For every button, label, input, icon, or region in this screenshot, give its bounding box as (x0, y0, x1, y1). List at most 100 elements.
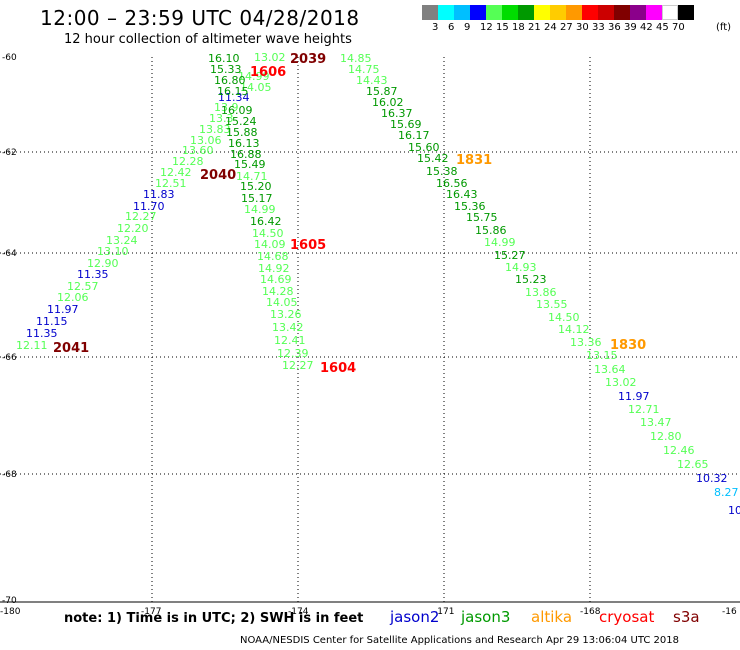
legend-label: 3 (432, 22, 439, 33)
longitude-label: -174 (288, 607, 309, 617)
swh-reading: 14.99 (238, 70, 270, 83)
pass-time-label: 2041 (53, 341, 89, 356)
legend-swatch (422, 5, 438, 20)
swh-reading: 11.15 (36, 315, 68, 328)
swh-reading: 12.39 (277, 347, 309, 360)
legend-swatch (518, 5, 534, 20)
swh-reading: 16.43 (446, 188, 478, 201)
legend-label: 24 (544, 22, 557, 33)
swh-reading: 13.3 (209, 112, 234, 125)
latitude-label: -62 (2, 148, 17, 158)
legend-label: 30 (576, 22, 589, 33)
time-labels: 2039 1606 2040 1605 1831 2041 1604 1830 (53, 52, 646, 376)
swh-reading: 14.92 (258, 262, 290, 275)
swh-reading: 16.02 (372, 96, 404, 109)
swh-reading: 10 (728, 504, 740, 517)
legend-swatch (502, 5, 518, 20)
legend-swatch (454, 5, 470, 20)
swh-reading: 16.56 (436, 177, 468, 190)
swh-reading: 15.86 (475, 224, 507, 237)
pass-time-label: 1604 (320, 361, 356, 376)
swh-reading: 13.9 (214, 101, 239, 114)
swh-reading: 16.10 (208, 52, 240, 65)
swh-reading: 15.87 (366, 85, 398, 98)
pass-time-label: 2040 (200, 168, 236, 183)
swh-reading: 14.12 (558, 323, 590, 336)
swh-reading: 12.57 (67, 280, 99, 293)
swh-reading: 13.10 (97, 245, 129, 258)
swh-reading: 14.05 (240, 81, 272, 94)
pass-time-label: 1831 (456, 153, 492, 168)
swh-reading: 14.05 (266, 296, 298, 309)
pass-time-label: 1830 (610, 338, 646, 353)
legend-label: 18 (512, 22, 525, 33)
swh-reading: 16.15 (217, 85, 249, 98)
swh-reading: 14.75 (348, 63, 380, 76)
swh-reading: 15.42 (417, 152, 449, 165)
pass-time-label: 1605 (290, 238, 326, 253)
swh-reading: 12.11 (16, 339, 48, 352)
legend-altika: altika (531, 608, 573, 626)
swh-reading: 13.15 (586, 349, 618, 362)
swh-reading: 14.99 (484, 236, 516, 249)
swh-reading: 15.88 (226, 126, 258, 139)
swh-reading: 13.55 (536, 298, 568, 311)
legend-swatch (678, 5, 694, 20)
swh-reading: 13.02 (254, 51, 286, 64)
swh-reading: 15.69 (390, 118, 422, 131)
map-grid (0, 57, 740, 603)
swh-reading: 13.36 (570, 336, 602, 349)
altika-track: 14.8514.7514.4315.8716.0216.3715.6916.17… (340, 52, 740, 517)
swh-reading: 14.99 (244, 203, 276, 216)
swh-reading: 13.02 (605, 376, 637, 389)
legend-label: 9 (464, 22, 471, 33)
legend-swatch (598, 5, 614, 20)
swh-reading: 12.06 (57, 291, 89, 304)
legend-swatch (438, 5, 454, 20)
axis-labels: -60 -62 -64 -66 -68 -70-180 -177 -174 -171 -168 -1… (0, 53, 737, 617)
swh-reading: 13.26 (270, 308, 302, 321)
swh-reading: 14.28 (262, 285, 294, 298)
swh-reading: 14.85 (340, 52, 372, 65)
legend-swatch (662, 5, 678, 20)
swh-reading: 15.20 (240, 180, 272, 193)
latitude-label: -68 (2, 470, 17, 480)
legend-label: 33 (592, 22, 605, 33)
swh-reading: 16.09 (221, 104, 253, 117)
swh-reading: 12.71 (628, 403, 660, 416)
swh-reading: 13.06 (190, 134, 222, 147)
legend-swatch (582, 5, 598, 20)
latitude-label: -66 (2, 353, 17, 363)
pass-time-label: 1606 (250, 65, 286, 80)
legend-label: 39 (624, 22, 637, 33)
longitude-label: -177 (141, 607, 161, 617)
legend-label: 27 (560, 22, 573, 33)
color-scale-labels: 3 6 9 12 15 18 21 24 27 30 33 36 39 42 45 70 (ft) (0, 22, 740, 34)
swh-reading: 10.32 (696, 472, 728, 485)
page-title: 12:00 – 23:59 UTC 04/28/2018 (40, 6, 360, 30)
swh-reading: 11.97 (47, 303, 79, 316)
swh-reading: 12.28 (172, 155, 204, 168)
swh-reading: 16.80 (214, 74, 246, 87)
legend-jason2: jason2 (390, 608, 440, 626)
swh-reading: 11.34 (218, 91, 250, 104)
swh-reading: 12.42 (160, 166, 192, 179)
legend-swatch (486, 5, 502, 20)
legend-cryosat: cryosat (599, 608, 655, 626)
swh-reading: 11.35 (26, 327, 58, 340)
swh-reading: 12.80 (650, 430, 682, 443)
swh-reading: 11.35 (77, 268, 109, 281)
legend-swatch (646, 5, 662, 20)
swh-reading: 12.65 (677, 458, 709, 471)
swh-reading: 14.09 (254, 238, 286, 251)
swh-reading: 15.36 (454, 200, 486, 213)
swh-reading: 13.86 (525, 286, 557, 299)
swh-reading: 13.83 (199, 123, 231, 136)
swh-reading: 13.64 (594, 363, 626, 376)
swh-reading: 11.70 (133, 200, 165, 213)
swh-reading: 11.83 (143, 188, 175, 201)
swh-reading: 16.37 (381, 107, 413, 120)
swh-reading: 14.71 (236, 170, 268, 183)
